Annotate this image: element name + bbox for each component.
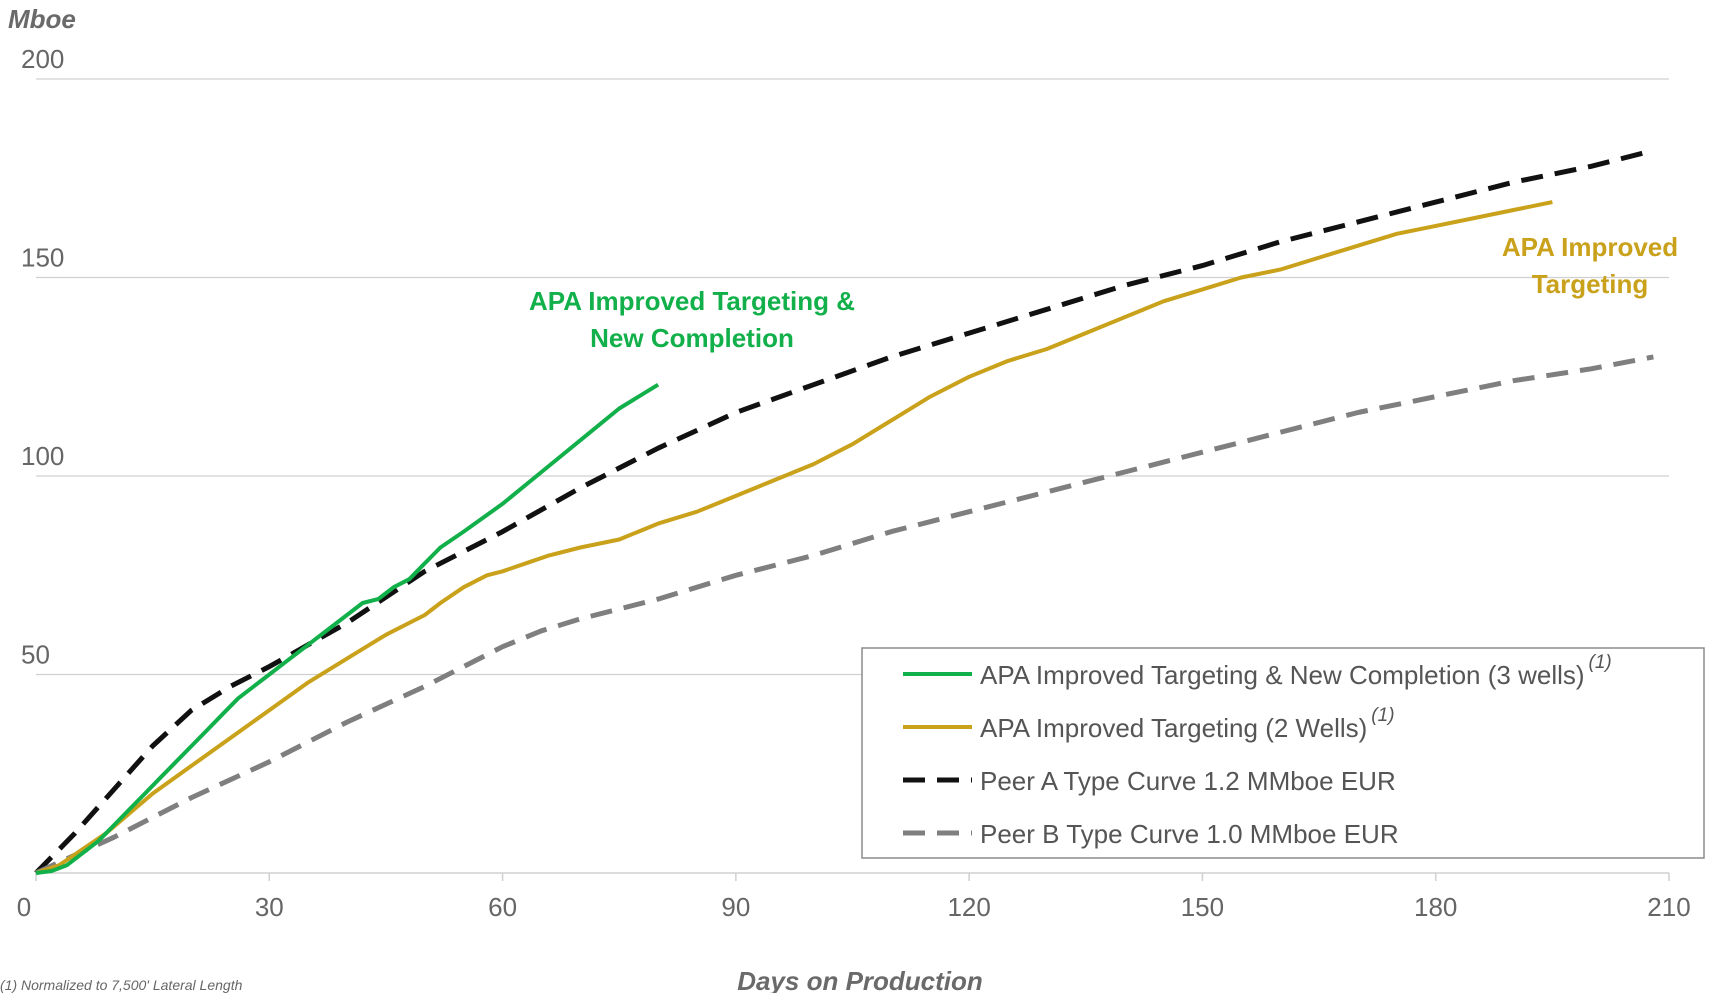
annotation-improved-targeting-line-1: APA Improved xyxy=(1502,232,1678,262)
legend-label-3: Peer A Type Curve 1.2 MMboe EUR xyxy=(980,766,1396,796)
x-axis-title: Days on Production xyxy=(737,966,983,993)
y-axis-title: Mboe xyxy=(8,4,76,34)
x-axis: 0 30 60 90 120 150 180 210 xyxy=(17,872,1691,922)
legend-footnote-ref-1: (1) xyxy=(1589,652,1612,673)
x-tick-label-60: 60 xyxy=(488,892,517,922)
series-line-3 xyxy=(34,148,1655,875)
x-tick-label-120: 120 xyxy=(947,892,990,922)
y-tick-label-150: 150 xyxy=(21,243,64,273)
legend-label-2: APA Improved Targeting (2 Wells) xyxy=(980,713,1367,743)
x-tick-label-210: 210 xyxy=(1647,892,1690,922)
y-tick-label-50: 50 xyxy=(21,640,50,670)
x-tick-label-150: 150 xyxy=(1181,892,1224,922)
gridlines xyxy=(36,78,1669,676)
y-tick-label-200: 200 xyxy=(21,44,64,74)
annotation-new-completion-line-2: New Completion xyxy=(590,323,794,353)
series-lines xyxy=(34,148,1655,876)
legend-footnote-ref-2: (1) xyxy=(1371,705,1394,726)
y-axis-ticks: 50 100 150 200 xyxy=(21,44,64,670)
x-tick-label-180: 180 xyxy=(1414,892,1457,922)
legend: APA Improved Targeting & New Completion … xyxy=(861,647,1705,859)
y-tick-label-100: 100 xyxy=(21,441,64,471)
legend-label-4: Peer B Type Curve 1.0 MMboe EUR xyxy=(980,819,1399,849)
legend-box xyxy=(861,647,1705,859)
annotation-new-completion-line-1: APA Improved Targeting & xyxy=(529,286,855,316)
footnote: (1) Normalized to 7,500' Lateral Length xyxy=(0,977,243,993)
series-line-2 xyxy=(35,200,1553,875)
annotation-improved-targeting: APA Improved Targeting xyxy=(1502,232,1678,299)
series-line-1 xyxy=(35,382,660,875)
x-tick-label-30: 30 xyxy=(255,892,284,922)
series-line-4 xyxy=(34,354,1654,876)
annotation-new-completion: APA Improved Targeting & New Completion xyxy=(529,286,855,353)
x-tick-label-90: 90 xyxy=(721,892,750,922)
legend-label-1: APA Improved Targeting & New Completion … xyxy=(980,660,1585,690)
x-tick-label-0: 0 xyxy=(17,892,31,922)
annotation-improved-targeting-line-2: Targeting xyxy=(1532,269,1649,299)
